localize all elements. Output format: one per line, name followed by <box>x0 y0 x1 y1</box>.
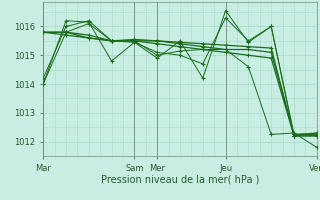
X-axis label: Pression niveau de la mer( hPa ): Pression niveau de la mer( hPa ) <box>101 174 259 184</box>
